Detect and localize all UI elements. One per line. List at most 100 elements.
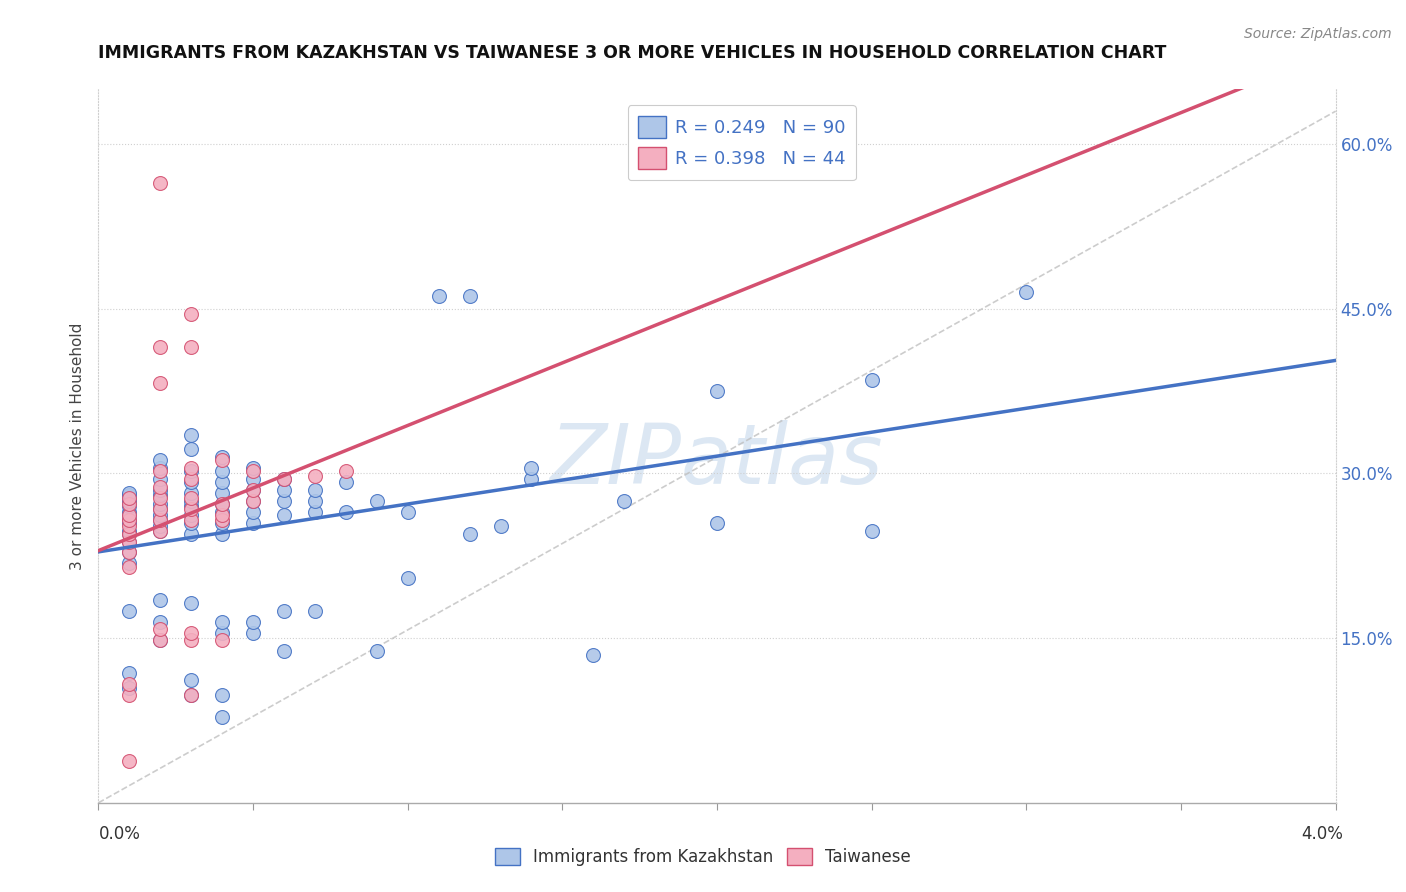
- Point: [211, 512, 233, 526]
- Point: [242, 615, 264, 629]
- Point: [582, 648, 605, 662]
- Point: [149, 592, 172, 607]
- Point: [273, 644, 295, 658]
- Point: [242, 516, 264, 530]
- Point: [211, 464, 233, 478]
- Point: [180, 633, 202, 648]
- Point: [366, 644, 388, 658]
- Text: ZIPatlas: ZIPatlas: [550, 420, 884, 500]
- Point: [180, 494, 202, 508]
- Point: [304, 604, 326, 618]
- Point: [118, 524, 141, 538]
- Point: [427, 288, 450, 302]
- Point: [180, 500, 202, 514]
- Point: [118, 545, 141, 559]
- Text: Source: ZipAtlas.com: Source: ZipAtlas.com: [1244, 27, 1392, 41]
- Point: [149, 524, 172, 538]
- Point: [149, 501, 172, 516]
- Point: [180, 673, 202, 687]
- Point: [180, 688, 202, 702]
- Y-axis label: 3 or more Vehicles in Household: 3 or more Vehicles in Household: [70, 322, 86, 570]
- Point: [242, 461, 264, 475]
- Point: [118, 486, 141, 500]
- Point: [211, 450, 233, 464]
- Point: [211, 486, 233, 500]
- Point: [180, 501, 202, 516]
- Point: [118, 494, 141, 508]
- Point: [149, 480, 172, 494]
- Point: [273, 483, 295, 497]
- Point: [273, 472, 295, 486]
- Point: [118, 526, 141, 541]
- Point: [1015, 285, 1038, 300]
- Point: [149, 176, 172, 190]
- Point: [149, 376, 172, 391]
- Point: [118, 534, 141, 549]
- Point: [149, 488, 172, 502]
- Point: [149, 453, 172, 467]
- Point: [149, 512, 172, 526]
- Point: [211, 526, 233, 541]
- Point: [118, 526, 141, 541]
- Point: [860, 524, 883, 538]
- Point: [149, 615, 172, 629]
- Point: [335, 464, 357, 478]
- Point: [180, 464, 202, 478]
- Point: [149, 472, 172, 486]
- Point: [180, 340, 202, 354]
- Point: [706, 516, 728, 530]
- Point: [118, 559, 141, 574]
- Point: [242, 494, 264, 508]
- Point: [242, 464, 264, 478]
- Point: [149, 633, 172, 648]
- Point: [211, 625, 233, 640]
- Point: [118, 557, 141, 571]
- Point: [118, 677, 141, 691]
- Point: [118, 505, 141, 519]
- Point: [180, 472, 202, 486]
- Point: [118, 519, 141, 533]
- Point: [118, 491, 141, 505]
- Point: [613, 494, 636, 508]
- Point: [242, 625, 264, 640]
- Point: [118, 681, 141, 695]
- Point: [118, 512, 141, 526]
- Point: [118, 508, 141, 523]
- Point: [118, 604, 141, 618]
- Point: [149, 464, 172, 478]
- Point: [180, 596, 202, 610]
- Point: [304, 494, 326, 508]
- Point: [458, 526, 481, 541]
- Point: [180, 688, 202, 702]
- Point: [396, 571, 419, 585]
- Point: [118, 497, 141, 511]
- Point: [211, 516, 233, 530]
- Point: [211, 497, 233, 511]
- Point: [118, 754, 141, 768]
- Text: 0.0%: 0.0%: [98, 825, 141, 843]
- Point: [211, 505, 233, 519]
- Point: [149, 491, 172, 505]
- Point: [242, 494, 264, 508]
- Point: [706, 384, 728, 398]
- Point: [149, 633, 172, 648]
- Point: [149, 519, 172, 533]
- Point: [180, 461, 202, 475]
- Point: [149, 512, 172, 526]
- Point: [180, 307, 202, 321]
- Point: [149, 501, 172, 516]
- Point: [118, 534, 141, 549]
- Point: [211, 453, 233, 467]
- Point: [180, 475, 202, 490]
- Point: [860, 373, 883, 387]
- Point: [180, 486, 202, 500]
- Point: [273, 472, 295, 486]
- Point: [180, 526, 202, 541]
- Point: [149, 508, 172, 523]
- Point: [118, 488, 141, 502]
- Point: [211, 710, 233, 724]
- Point: [180, 508, 202, 523]
- Point: [335, 475, 357, 490]
- Point: [273, 508, 295, 523]
- Point: [180, 428, 202, 442]
